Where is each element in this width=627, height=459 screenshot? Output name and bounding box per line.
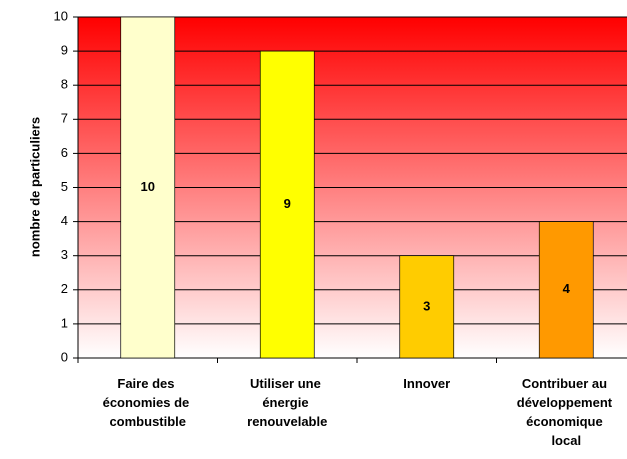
x-tick-label: Innover xyxy=(403,376,450,391)
data-label: 3 xyxy=(423,298,430,313)
data-label: 10 xyxy=(141,179,155,194)
y-tick-label: 4 xyxy=(61,213,68,228)
y-tick-label: 8 xyxy=(61,77,68,92)
bar xyxy=(259,50,315,359)
y-tick-label: 0 xyxy=(61,349,68,364)
x-tick-label: Utiliser une énergie renouvelable xyxy=(247,376,327,429)
y-tick-label: 5 xyxy=(61,179,68,194)
x-tick-label: Contribuer au développement économique l… xyxy=(517,376,616,448)
data-label: 9 xyxy=(284,196,291,211)
y-tick-label: 2 xyxy=(61,281,68,296)
y-tick-label: 10 xyxy=(54,8,68,23)
y-tick-label: 3 xyxy=(61,247,68,262)
data-label: 4 xyxy=(563,281,571,296)
bar xyxy=(399,255,455,359)
y-tick-label: 7 xyxy=(61,111,68,126)
y-axis-label: nombre de particuliers xyxy=(27,117,42,257)
y-tick-label: 9 xyxy=(61,43,68,58)
x-tick-label: Faire des économies de combustible xyxy=(103,376,193,429)
bar xyxy=(120,16,176,359)
y-tick-label: 6 xyxy=(61,145,68,160)
y-tick-label: 1 xyxy=(61,315,68,330)
bar xyxy=(538,221,594,359)
